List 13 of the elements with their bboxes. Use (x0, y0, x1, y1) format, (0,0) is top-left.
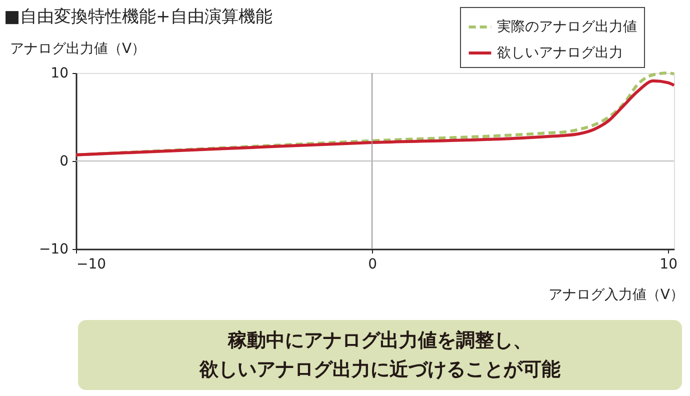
y-tick-label: 0 (60, 154, 68, 170)
x-tick-label: 0 (368, 256, 377, 272)
x-tick-label: −10 (76, 256, 106, 272)
y-axis-title: アナログ出力値（V） (10, 41, 146, 57)
text: 稼動中にアナログ出力値を調整し、 (227, 330, 532, 352)
y-tick-label: −10 (38, 242, 68, 258)
chart-title: ■自由変換特性機能+自由演算機能 (4, 7, 272, 27)
legend-label: 欲しいアナログ出力 (497, 45, 623, 61)
text: 欲しいアナログ出力に近づけることが可能 (198, 358, 560, 380)
x-tick-label: 10 (660, 256, 678, 272)
y-tick-label: 10 (50, 66, 68, 82)
legend-label: 実際のアナログ出力値 (497, 19, 637, 35)
x-axis-title: アナログ入力値（V） (548, 287, 684, 303)
